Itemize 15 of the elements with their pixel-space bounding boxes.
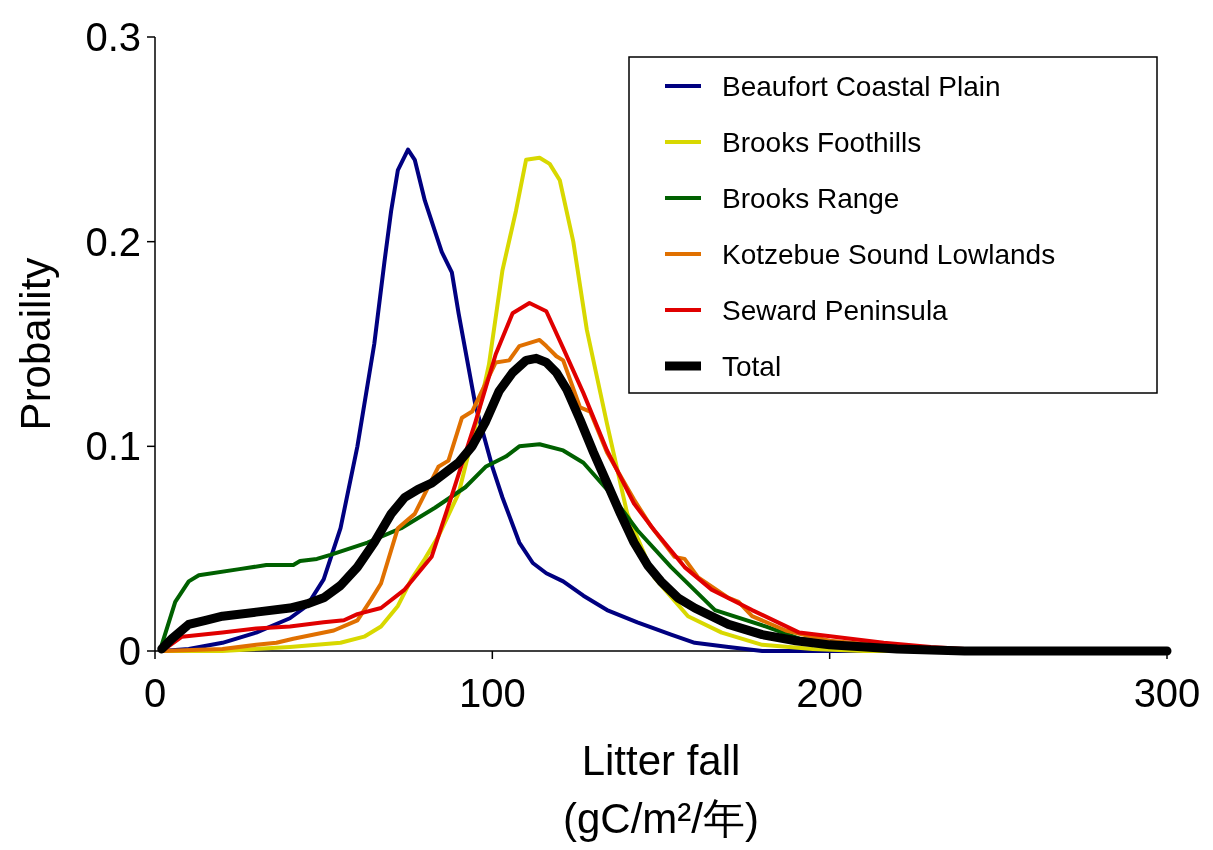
y-tick-label: 0 <box>118 629 141 673</box>
y-axis-title: Probaility <box>12 257 59 431</box>
legend-label: Kotzebue Sound Lowlands <box>722 239 1056 270</box>
legend-label: Seward Peninsula <box>722 295 949 326</box>
x-tick-label: 300 <box>1133 671 1201 715</box>
y-tick-label: 0.3 <box>85 15 141 59</box>
x-axis-title: Litter fall (gC/m²/年) <box>563 737 759 842</box>
y-tick-label: 0.2 <box>85 219 141 264</box>
x-tick-label: 100 <box>458 671 526 715</box>
legend-label: Total <box>722 351 782 382</box>
y-tick-label: 0.1 <box>85 424 141 469</box>
legend-label: Brooks Range <box>722 183 900 214</box>
legend-label: Beaufort Coastal Plain <box>722 71 1001 102</box>
x-tick-label: 200 <box>796 671 864 715</box>
legend-label: Brooks Foothills <box>722 127 922 158</box>
